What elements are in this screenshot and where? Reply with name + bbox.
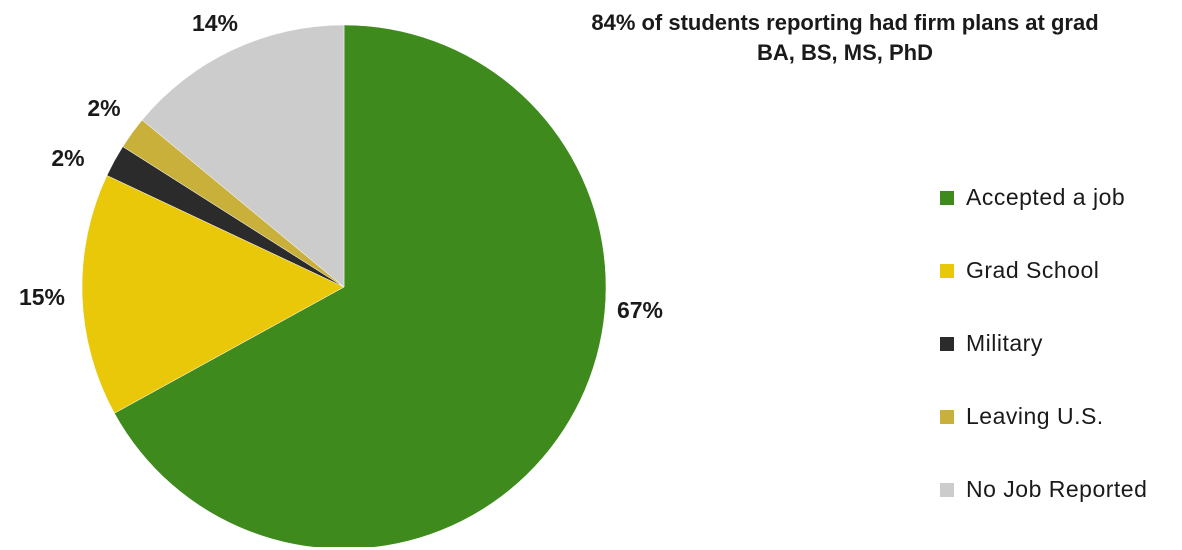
slice-label: 2% bbox=[87, 95, 120, 121]
legend-label: No Job Reported bbox=[966, 476, 1148, 502]
legend-swatch bbox=[940, 190, 954, 205]
legend-swatch bbox=[940, 482, 954, 497]
chart-title: 84% of students reporting had firm plans… bbox=[545, 8, 1145, 68]
legend-label: Leaving U.S. bbox=[966, 403, 1104, 429]
slice-label: 67% bbox=[617, 297, 663, 323]
legend-item-grad-school: Grad School bbox=[940, 257, 1147, 283]
legend-swatch bbox=[940, 336, 954, 351]
legend-item-leaving-us: Leaving U.S. bbox=[940, 403, 1147, 429]
pie-slice-grad-school bbox=[81, 175, 345, 414]
pie-slices bbox=[81, 24, 607, 547]
legend-item-military: Military bbox=[940, 330, 1147, 356]
chart-title-line1: 84% of students reporting had firm plans… bbox=[591, 10, 1099, 35]
slice-label: 2% bbox=[51, 145, 84, 171]
legend-label: Military bbox=[966, 330, 1043, 356]
legend-item-accepted-job: Accepted a job bbox=[940, 184, 1147, 210]
legend-label: Accepted a job bbox=[966, 184, 1126, 210]
legend-label: Grad School bbox=[966, 257, 1100, 283]
pie-slice-no-job-reported bbox=[141, 24, 345, 288]
legend-swatch bbox=[940, 263, 954, 278]
slice-label: 15% bbox=[19, 284, 65, 310]
chart-title-line2: BA, BS, MS, PhD bbox=[756, 40, 933, 65]
legend-swatch bbox=[940, 409, 954, 424]
pie-slice-accepted-a-job bbox=[114, 24, 607, 547]
slice-label: 14% bbox=[192, 10, 238, 36]
legend-item-no-job: No Job Reported bbox=[940, 476, 1148, 502]
chart-legend: Accepted a job Grad School Military Leav… bbox=[940, 184, 1148, 550]
slice-labels: 67% 15% 2%2% 14% bbox=[19, 10, 663, 323]
